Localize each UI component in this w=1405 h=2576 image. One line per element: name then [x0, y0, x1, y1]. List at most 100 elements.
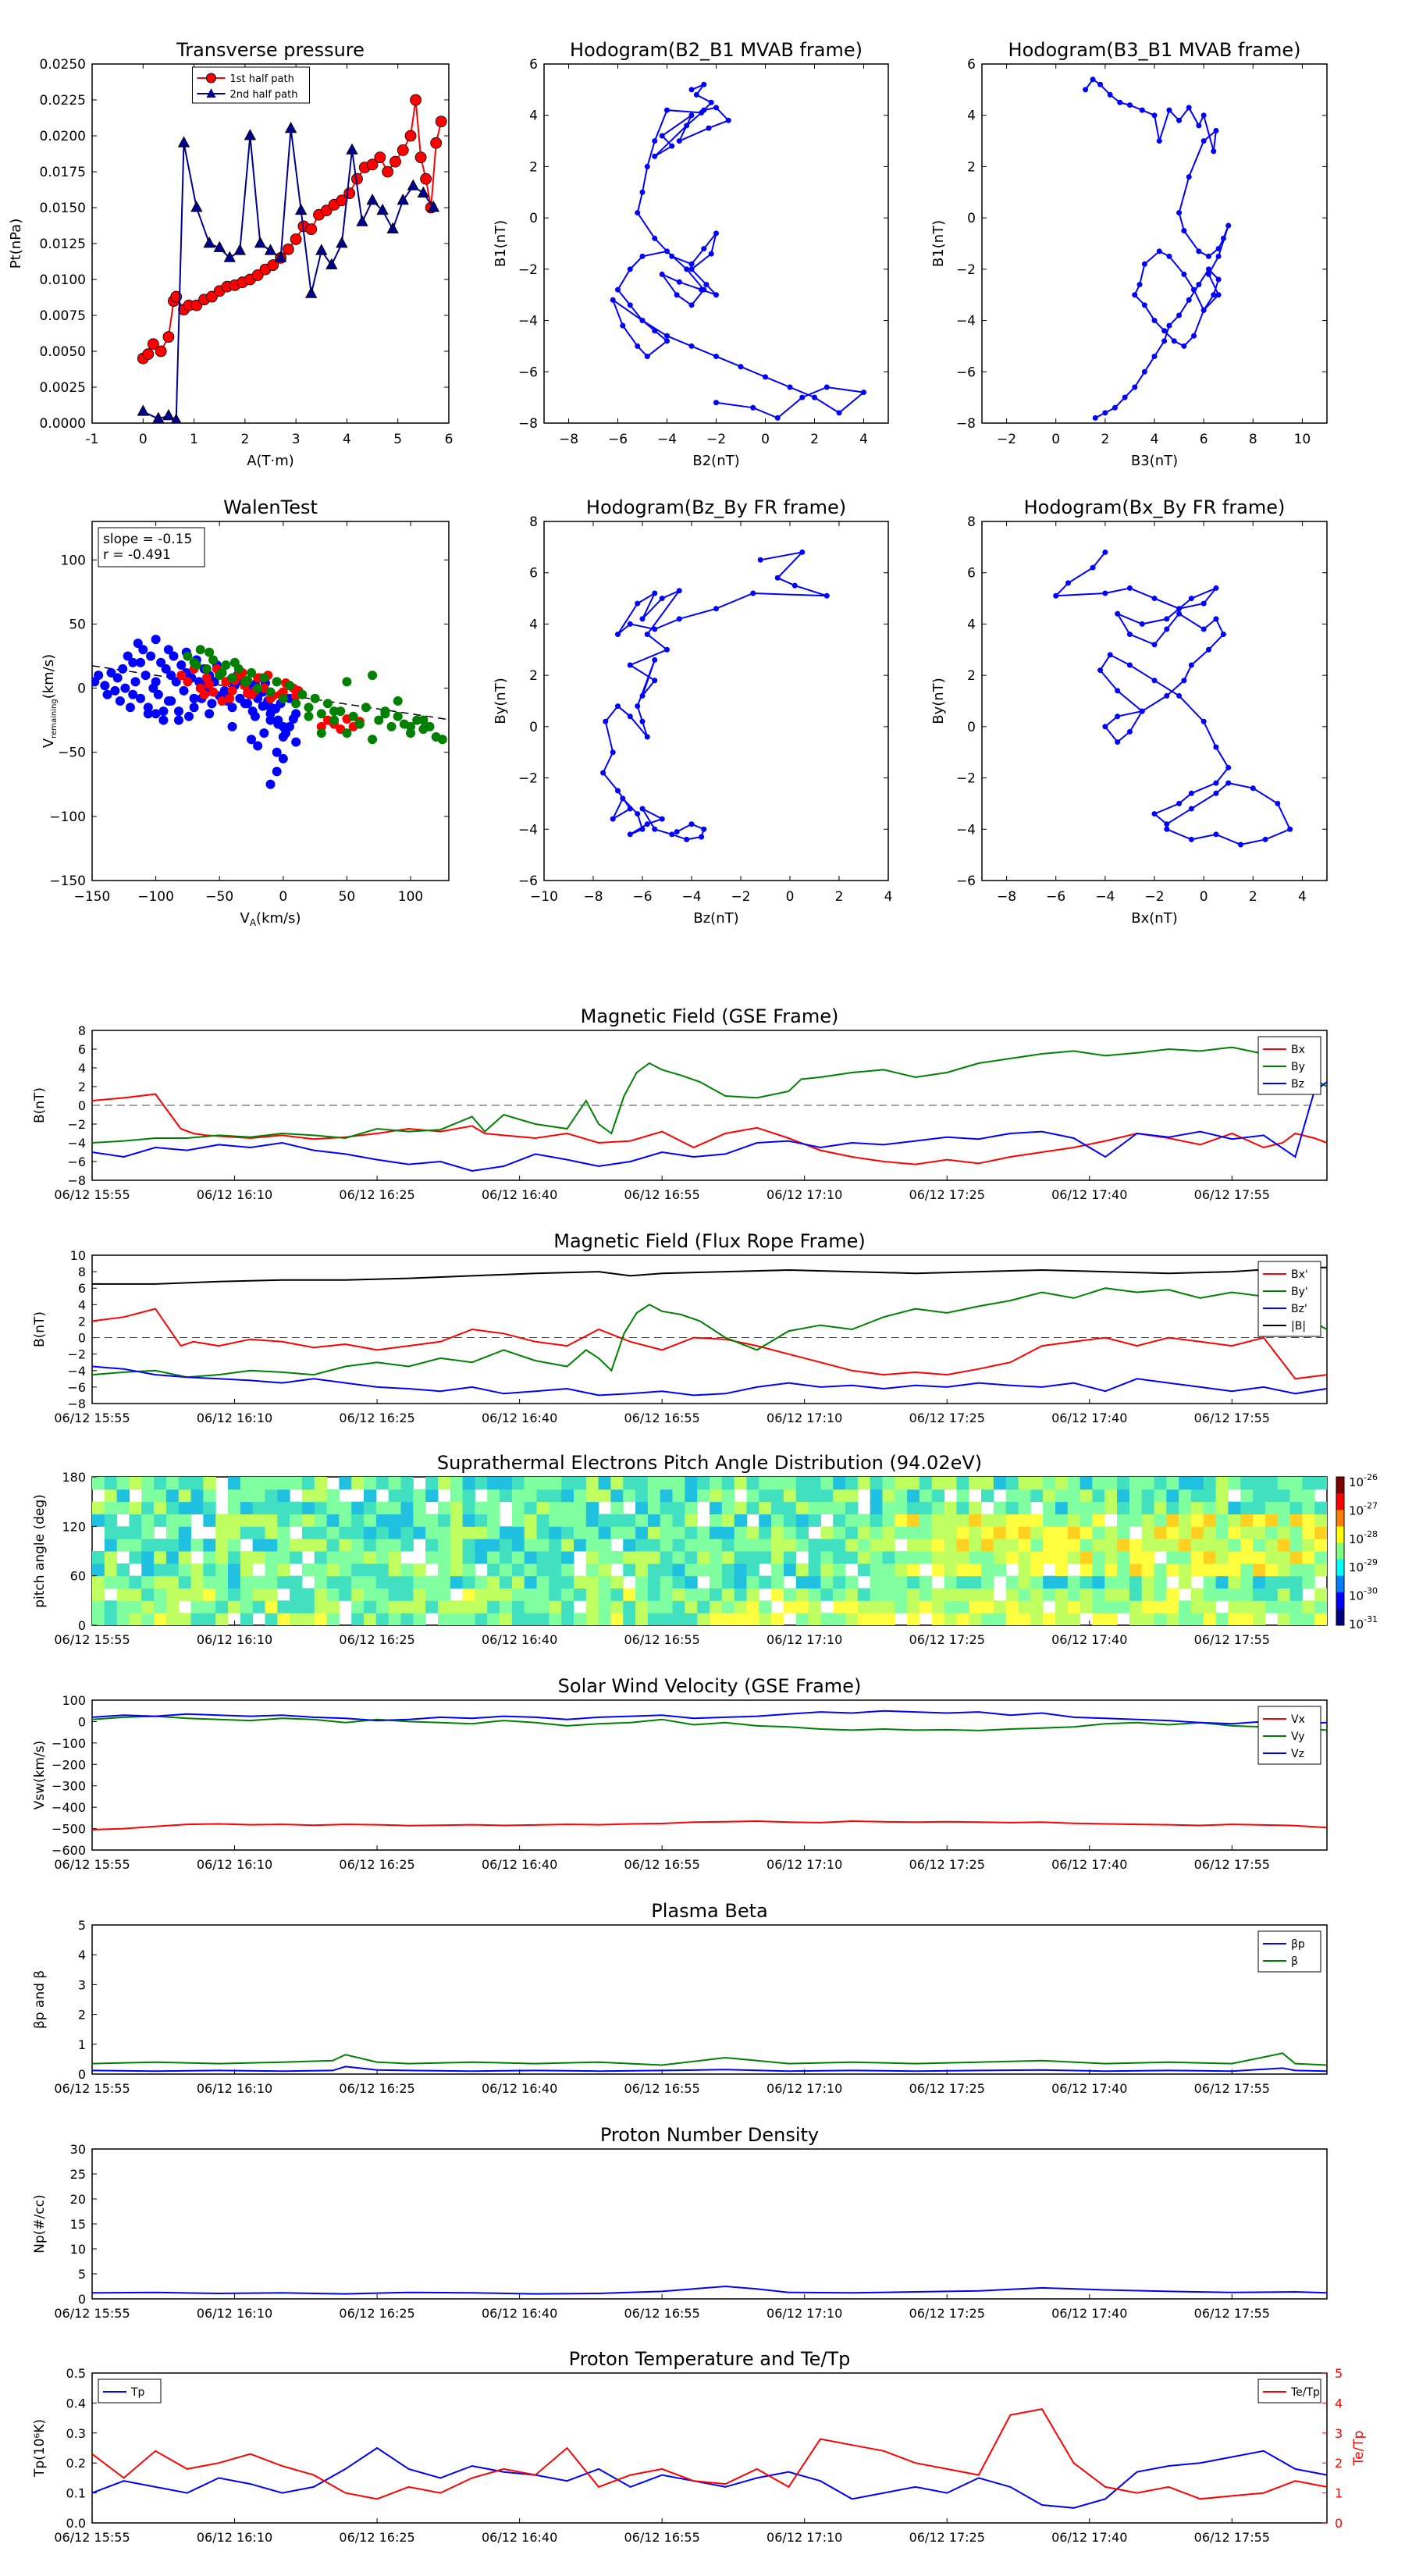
heatmap-cell — [165, 1489, 180, 1503]
colorbar-segment — [1336, 1608, 1344, 1626]
heatmap-cell — [1005, 1526, 1019, 1539]
heatmap-cell — [585, 1526, 599, 1539]
heatmap-cell — [808, 1514, 821, 1527]
data-point — [315, 244, 328, 255]
x-tick-label: 06/12 16:40 — [482, 1187, 557, 1202]
heatmap-cell — [1203, 1526, 1217, 1539]
heatmap-cell — [845, 1539, 859, 1552]
y-tick-label: 0.3 — [66, 2426, 86, 2441]
y-tick-label: 2 — [967, 159, 976, 175]
data-point — [1181, 271, 1187, 277]
data-layer — [92, 2052, 1327, 2073]
heatmap-cell — [129, 1539, 142, 1552]
heatmap-cell — [610, 1588, 624, 1601]
heatmap-cell — [326, 1489, 340, 1503]
heatmap-cell — [413, 1563, 426, 1577]
data-point — [247, 667, 257, 678]
heatmap-cell — [660, 1575, 674, 1589]
heatmap-cell — [956, 1539, 969, 1552]
y-tick-label: 100 — [61, 553, 86, 568]
colorbar-segment — [1336, 1592, 1344, 1610]
y-tick-label: 0.0150 — [40, 201, 86, 216]
magnetic-field-fr-panel: Magnetic Field (Flux Rope Frame)06/12 15… — [32, 1230, 1328, 1425]
heatmap-cell — [462, 1600, 475, 1614]
heatmap-cell — [1018, 1514, 1031, 1527]
heatmap-cell — [141, 1539, 155, 1552]
heatmap-cell — [400, 1575, 414, 1589]
heatmap-cell — [672, 1526, 685, 1539]
heatmap-cell — [1080, 1575, 1093, 1589]
heatmap-cell — [895, 1563, 908, 1577]
heatmap-cell — [129, 1600, 142, 1614]
data-point — [404, 130, 417, 142]
heatmap-cell — [1030, 1526, 1044, 1539]
heatmap-cell — [129, 1551, 142, 1564]
heatmap-cell — [1030, 1551, 1044, 1564]
heatmap-cell — [660, 1514, 674, 1527]
heatmap-cell — [795, 1575, 809, 1589]
heatmap-cell — [993, 1613, 1007, 1625]
heatmap-cell — [178, 1526, 192, 1539]
y-axis-label-sub: remaining — [50, 699, 59, 738]
data-point — [284, 121, 297, 133]
heatmap-cell — [462, 1539, 475, 1552]
heatmap-cell — [1203, 1613, 1217, 1625]
data-point — [191, 660, 201, 670]
heatmap-cell — [610, 1514, 624, 1527]
x-tick-label: −8 — [583, 889, 603, 905]
heatmap-cell — [1129, 1575, 1143, 1589]
data-point — [243, 699, 253, 709]
data-layer — [600, 549, 830, 842]
heatmap-cell — [1314, 1526, 1327, 1539]
heatmap-cell — [364, 1575, 377, 1589]
heatmap-cell — [154, 1575, 167, 1589]
heatmap-cell — [290, 1575, 303, 1589]
heatmap-cell — [203, 1588, 216, 1601]
heatmap-cell — [833, 1551, 846, 1564]
heatmap-cell — [1240, 1600, 1254, 1614]
y-tick-label: −2 — [956, 771, 976, 787]
chart-title: Hodogram(Bz_By FR frame) — [586, 496, 846, 518]
heatmap-cell — [1154, 1501, 1167, 1514]
heatmap-cell — [820, 1489, 834, 1503]
heatmap-cell — [1264, 1501, 1279, 1514]
data-point — [669, 143, 675, 149]
heatmap-cell — [500, 1539, 513, 1552]
data-point — [600, 770, 606, 776]
heatmap-cell — [907, 1575, 920, 1589]
data-point — [1211, 292, 1217, 298]
heatmap-cell — [511, 1489, 525, 1503]
hodogram-b2-b1-panel: Hodogram(B2_B1 MVAB frame)−8 −6 −4 −2 0 2 4−8−… — [493, 39, 889, 469]
data-point — [1115, 713, 1121, 720]
heatmap-cell — [1302, 1501, 1315, 1514]
heatmap-cell — [771, 1514, 784, 1527]
x-tick-label: −150 — [74, 889, 111, 905]
x-tick-label: −4 — [657, 432, 677, 447]
heatmap-cell — [1277, 1551, 1291, 1564]
heatmap-cell — [783, 1563, 797, 1577]
heatmap-cell — [623, 1539, 636, 1552]
heatmap-cell — [265, 1563, 278, 1577]
heatmap-cell — [672, 1551, 685, 1564]
data-point — [610, 749, 616, 756]
heatmap-cell — [993, 1539, 1007, 1552]
heatmap-cell — [450, 1514, 464, 1527]
y-tick-label: 3 — [78, 1977, 86, 1992]
data-point — [703, 282, 710, 288]
heatmap-cell — [400, 1539, 414, 1552]
heatmap-cell — [290, 1588, 303, 1601]
y-tick-label: 0 — [529, 720, 538, 735]
heatmap-cell — [710, 1551, 723, 1564]
heatmap-cell — [252, 1477, 265, 1490]
data-point — [676, 588, 682, 594]
data-point — [128, 689, 138, 699]
x-tick-label: 06/12 16:10 — [197, 2081, 272, 2096]
x-tick-label: 06/12 16:40 — [482, 1632, 557, 1647]
colorbar-segment — [1336, 1575, 1344, 1593]
data-point — [437, 735, 447, 745]
heatmap-cell — [820, 1526, 834, 1539]
heatmap-cell — [1277, 1526, 1291, 1539]
data-point — [183, 677, 193, 687]
data-point — [603, 718, 609, 724]
y-tick-label: 2 — [78, 1314, 86, 1329]
